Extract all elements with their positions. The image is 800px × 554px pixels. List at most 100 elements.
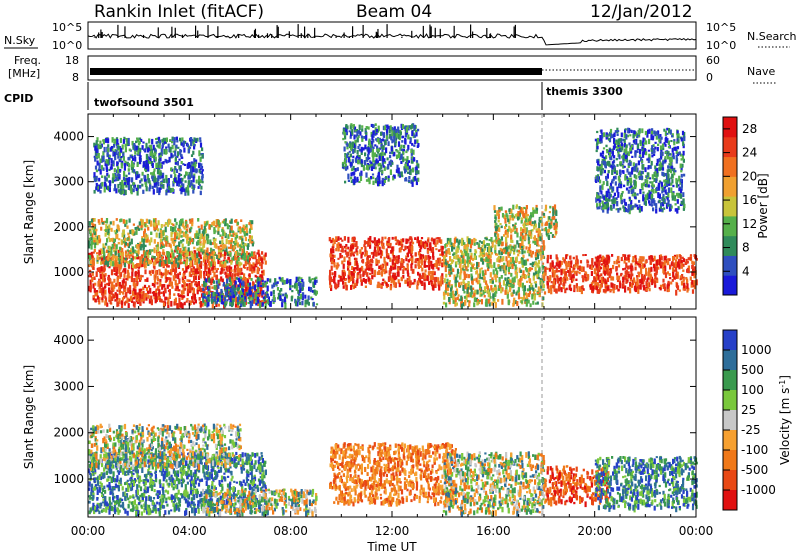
echo-cell — [371, 260, 374, 264]
echo-cell — [331, 278, 334, 283]
echo-cell — [405, 159, 408, 163]
echo-cell — [217, 279, 220, 284]
echo-cell — [395, 169, 398, 173]
echo-cell — [370, 140, 373, 144]
echo-cell — [271, 299, 274, 302]
echo-cell — [462, 302, 465, 307]
echo-cell — [177, 273, 180, 280]
echo-cell — [341, 260, 344, 265]
echo-cell — [498, 227, 501, 232]
echo-cell — [201, 175, 204, 181]
echo-cell — [97, 219, 100, 224]
echo-cell — [130, 188, 133, 194]
echo-cell — [151, 255, 154, 259]
echo-cell — [479, 299, 482, 302]
echo-cell — [158, 143, 161, 149]
echo-cell — [206, 239, 209, 245]
echo-cell — [132, 230, 135, 234]
echo-cell — [100, 261, 103, 265]
echo-cell — [149, 287, 152, 294]
echo-cell — [376, 145, 379, 149]
echo-cell — [278, 296, 281, 300]
echo-cell — [136, 226, 139, 229]
echo-cell — [331, 246, 334, 249]
echo-cell — [88, 237, 91, 240]
echo-cell — [200, 185, 203, 190]
echo-cell — [193, 275, 196, 281]
echo-cell — [266, 299, 269, 304]
echo-cell — [105, 159, 108, 164]
echo-cell — [380, 131, 383, 136]
echo-cell — [179, 149, 182, 155]
echo-cell — [420, 244, 423, 250]
echo-cell — [360, 253, 363, 259]
echo-cell — [101, 222, 104, 225]
echo-cell — [123, 301, 126, 306]
echo-cell — [108, 294, 111, 300]
echo-cell — [98, 240, 101, 244]
echo-cell — [137, 266, 141, 269]
echo-cell — [508, 262, 511, 267]
echo-cell — [397, 271, 400, 277]
echo-cell — [173, 137, 176, 143]
echo-cell — [529, 267, 532, 272]
echo-cell — [364, 249, 367, 255]
echo-cell — [408, 245, 411, 250]
echo-cell — [252, 292, 255, 298]
echo-cell — [483, 286, 487, 292]
echo-cell — [402, 156, 405, 163]
echo-cell — [132, 182, 135, 186]
echo-cell — [94, 237, 97, 241]
echo-cell — [140, 178, 143, 182]
echo-cell — [253, 265, 256, 271]
echo-cell — [487, 289, 490, 293]
echo-cell — [196, 247, 199, 252]
echo-cell — [480, 276, 483, 280]
echo-cell — [164, 259, 168, 265]
echo-cell — [450, 242, 453, 246]
echo-cell — [159, 172, 162, 176]
echo-cell — [199, 156, 202, 162]
echo-cell — [128, 148, 131, 152]
echo-cell — [237, 287, 240, 291]
echo-cell — [114, 172, 117, 178]
echo-cell — [185, 233, 188, 239]
echo-cell — [190, 162, 193, 165]
echo-cell — [390, 136, 393, 141]
echo-cell — [217, 219, 220, 225]
echo-cell — [132, 288, 135, 292]
echo-cell — [508, 225, 511, 230]
echo-cell — [192, 292, 195, 299]
echo-cell — [129, 285, 132, 291]
echo-cell — [173, 228, 176, 231]
echo-cell — [466, 255, 469, 262]
echo-cell — [387, 175, 390, 178]
echo-cell — [534, 266, 537, 272]
echo-cell — [553, 225, 556, 231]
echo-cell — [183, 188, 186, 192]
echo-cell — [169, 277, 172, 282]
nave-tick-bottom: 0 — [706, 71, 713, 84]
echo-cell — [107, 138, 110, 144]
echo-cell — [300, 293, 303, 300]
echo-cell — [118, 270, 121, 275]
echo-cell — [354, 129, 357, 132]
echo-cell — [473, 297, 476, 302]
echo-cell — [191, 296, 194, 300]
echo-cell — [205, 221, 208, 226]
echo-cell — [254, 298, 257, 301]
echo-cell — [510, 237, 513, 243]
echo-cell — [120, 291, 123, 294]
echo-cell — [367, 241, 370, 247]
echo-cell — [505, 283, 508, 290]
echo-cell — [202, 258, 206, 263]
echo-cell — [481, 248, 484, 252]
echo-cell — [133, 278, 136, 283]
echo-cell — [146, 158, 150, 164]
echo-cell — [229, 302, 232, 306]
echo-cell — [203, 253, 206, 257]
echo-cell — [505, 236, 508, 243]
echo-cell — [500, 287, 503, 294]
echo-cell — [129, 290, 132, 295]
echo-cell — [230, 261, 233, 265]
